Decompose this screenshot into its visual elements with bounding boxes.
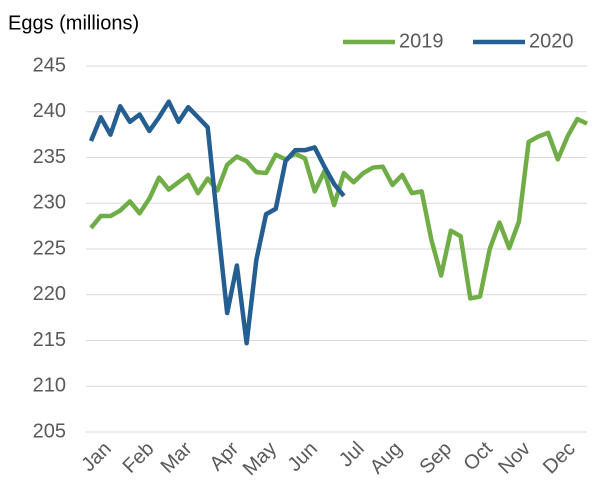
y-tick-label: 220 bbox=[33, 283, 66, 305]
legend-label: 2020 bbox=[529, 30, 574, 52]
y-tick-label: 230 bbox=[33, 192, 66, 214]
x-tick-label: Jul bbox=[335, 438, 369, 472]
y-tick-label: 205 bbox=[33, 420, 66, 442]
line-series bbox=[89, 116, 588, 301]
y-tick-label: 245 bbox=[33, 54, 66, 76]
x-tick-label: Dec bbox=[539, 438, 580, 479]
x-tick-label: Mar bbox=[157, 437, 197, 477]
y-tick-label: 215 bbox=[33, 329, 66, 351]
y-tick-label: 240 bbox=[33, 100, 66, 122]
x-tick-label: Jun bbox=[284, 438, 322, 476]
y-tick-label: 210 bbox=[33, 375, 66, 397]
x-tick-label: Feb bbox=[119, 438, 159, 478]
y-axis-label: Eggs (millions) bbox=[8, 12, 139, 34]
x-tick-label: Jan bbox=[77, 438, 115, 476]
x-tick-label: Apr bbox=[206, 437, 244, 475]
y-tick-label: 235 bbox=[33, 146, 66, 168]
y-tick-label: 225 bbox=[33, 237, 66, 259]
x-tick-label: Aug bbox=[366, 438, 407, 479]
legend-label: 2019 bbox=[399, 30, 444, 52]
x-tick-label: May bbox=[239, 438, 281, 480]
line-series bbox=[88, 99, 346, 346]
x-tick-label: Sep bbox=[415, 438, 456, 479]
x-tick-label: Oct bbox=[459, 437, 497, 475]
x-tick-label: Nov bbox=[494, 438, 535, 479]
